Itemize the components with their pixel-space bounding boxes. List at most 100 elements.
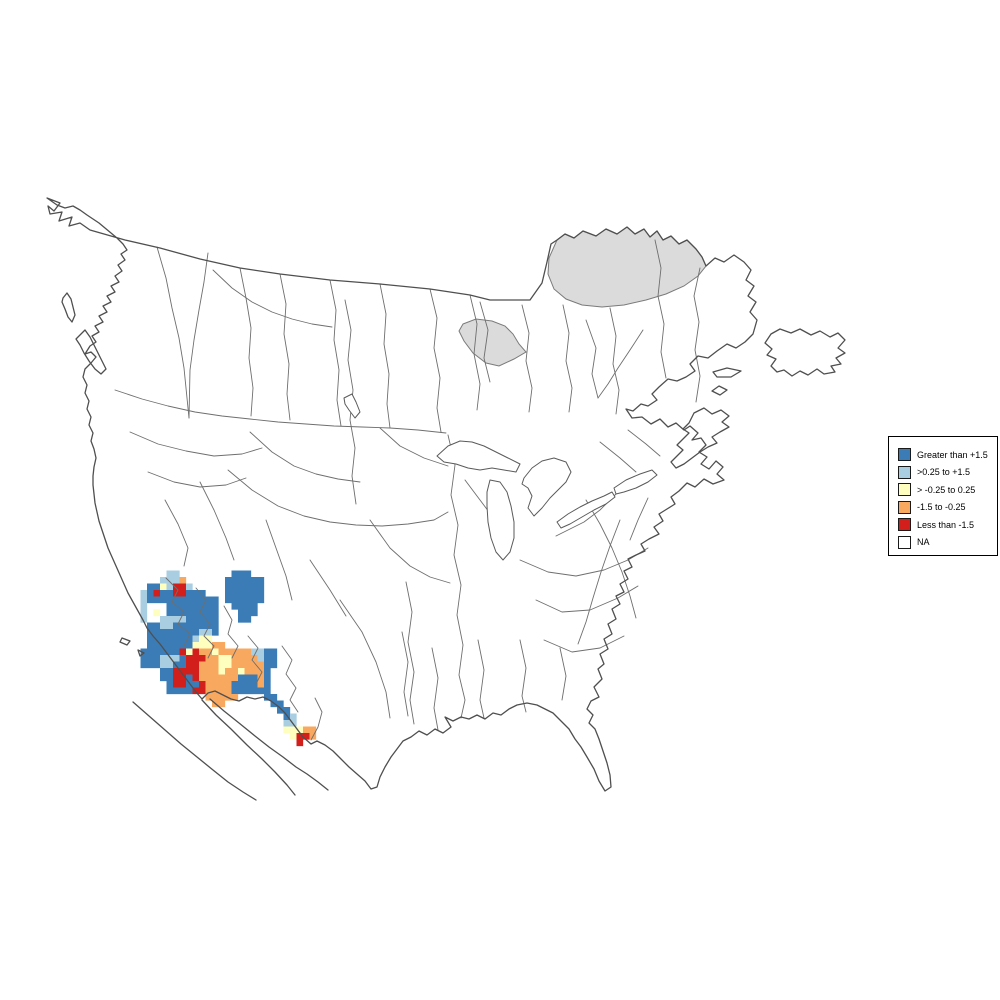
raster-cell	[186, 596, 193, 604]
raster-cell	[153, 583, 161, 591]
raster-cell	[257, 655, 265, 662]
raster-cell	[205, 648, 213, 656]
anticosti-island	[712, 367, 742, 378]
raster-cell	[160, 616, 167, 623]
raster-cell	[231, 603, 239, 610]
raster-cell	[244, 681, 252, 688]
raster-cell	[166, 655, 174, 662]
raster-cell	[231, 694, 239, 701]
raster-cell	[212, 681, 219, 688]
raster-cell	[153, 635, 161, 643]
raster-cell	[283, 707, 291, 714]
raster-cell	[296, 733, 304, 740]
raster-cell	[173, 596, 180, 604]
raster-cell	[166, 622, 174, 630]
raster-cell	[147, 655, 154, 662]
raster-cell	[225, 655, 232, 662]
raster-cell	[166, 590, 174, 597]
legend-label: >0.25 to +1.5	[917, 467, 971, 478]
legend-swatch	[898, 448, 911, 462]
raster-cell	[225, 596, 232, 604]
raster-cell	[186, 661, 193, 669]
raster-cell	[173, 609, 180, 617]
channel-islands	[119, 637, 145, 657]
raster-cell	[140, 616, 148, 623]
raster-cell	[147, 583, 154, 591]
raster-cell	[251, 674, 258, 682]
raster-cell	[264, 655, 271, 662]
raster-cell	[238, 681, 245, 688]
raster-cell	[179, 642, 187, 649]
raster-cell	[283, 720, 291, 727]
raster-cell	[179, 590, 187, 597]
raster-cell	[205, 661, 213, 669]
raster-cell	[225, 681, 232, 688]
raster-cell	[179, 648, 187, 656]
raster-cell	[199, 648, 206, 656]
raster-cell	[186, 616, 193, 623]
raster-cell	[283, 713, 291, 721]
raster-cell	[212, 661, 219, 669]
raster-cell	[179, 668, 187, 675]
raster-cell	[212, 648, 219, 656]
raster-cell	[205, 668, 213, 675]
baja-pacific-coastline	[132, 701, 257, 801]
raster-cell	[225, 687, 232, 695]
raster-cell	[199, 661, 206, 669]
raster-cell	[257, 596, 265, 604]
raster-cell	[140, 603, 148, 610]
raster-cell	[251, 596, 258, 604]
raster-cell	[238, 590, 245, 597]
raster-cell	[179, 674, 187, 682]
raster-cell	[251, 687, 258, 695]
legend-swatch	[898, 518, 911, 532]
raster-cell	[309, 726, 317, 734]
raster-cell	[179, 635, 187, 643]
raster-cell	[199, 668, 206, 675]
raster-cell	[153, 648, 161, 656]
raster-cell	[160, 648, 167, 656]
raster-cell	[147, 635, 154, 643]
raster-cell	[153, 642, 161, 649]
raster-cell	[205, 629, 213, 636]
legend-entry-5: NA	[898, 534, 997, 552]
raster-cell	[251, 681, 258, 688]
raster-cell	[186, 583, 193, 591]
raster-cell	[244, 583, 252, 591]
raster-cell	[212, 674, 219, 682]
raster-cell	[179, 609, 187, 617]
raster-cell	[192, 590, 200, 597]
legend: Greater than +1.5 >0.25 to +1.5 > -0.25 to…	[888, 436, 998, 556]
legend-entry-4: Less than -1.5	[898, 516, 997, 534]
raster-cell	[205, 687, 213, 695]
legend-entry-0: Greater than +1.5	[898, 446, 997, 464]
raster-cell	[199, 596, 206, 604]
raster-cell	[231, 687, 239, 695]
raster-cell	[192, 603, 200, 610]
raster-cell	[290, 726, 297, 734]
raster-cell	[251, 577, 258, 584]
raster-cell	[160, 642, 167, 649]
raster-cell	[179, 681, 187, 688]
raster-cell	[225, 668, 232, 675]
raster-cell	[238, 616, 245, 623]
raster-cell	[264, 648, 271, 656]
raster-cell	[218, 700, 226, 708]
raster-cell	[199, 655, 206, 662]
raster-cell	[173, 583, 180, 591]
raster-cell	[218, 655, 226, 662]
raster-cell	[147, 661, 154, 669]
raster-cell	[160, 635, 167, 643]
raster-cell	[173, 635, 180, 643]
raster-cell	[231, 570, 239, 578]
raster-cell	[153, 661, 161, 669]
raster-cell	[160, 577, 167, 584]
raster-cell	[251, 668, 258, 675]
raster-cell	[186, 642, 193, 649]
raster-cell	[257, 577, 265, 584]
raster-cell	[153, 609, 161, 617]
raster-cell	[147, 648, 154, 656]
raster-cell	[186, 674, 193, 682]
